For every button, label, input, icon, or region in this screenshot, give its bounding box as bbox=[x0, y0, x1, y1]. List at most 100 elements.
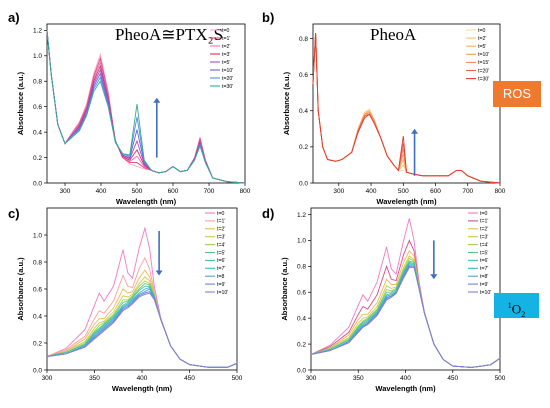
trend-arrow-head bbox=[153, 97, 161, 103]
legend-entry: t=2' bbox=[478, 36, 486, 42]
series-line-c-10 bbox=[46, 292, 238, 368]
ros-badge: ROS bbox=[493, 81, 541, 107]
x-tick-label: 300 bbox=[306, 375, 317, 382]
x-tick-label: 350 bbox=[89, 375, 100, 382]
x-tick-label: 600 bbox=[430, 188, 441, 195]
trend-arrow-head bbox=[155, 270, 163, 276]
legend-entry: t=5' bbox=[222, 60, 230, 66]
plot-frame-b bbox=[312, 23, 501, 184]
y-tick-label: 0.2 bbox=[299, 144, 308, 151]
y-tick-label: 0.0 bbox=[299, 180, 308, 187]
series-line-d-10 bbox=[310, 267, 501, 368]
panel-label-d: d) bbox=[262, 206, 274, 221]
y-tick-label: 0.0 bbox=[297, 367, 306, 374]
legend-entry: t=20' bbox=[222, 76, 233, 82]
x-tick-label: 300 bbox=[42, 375, 53, 382]
legend-entry: t=2' bbox=[217, 227, 225, 233]
y-tick-label: 0.0 bbox=[33, 367, 42, 374]
singlet-oxygen-symbol: O bbox=[511, 301, 522, 317]
y-tick-label: 0.6 bbox=[299, 72, 308, 79]
legend-entry: t=6' bbox=[217, 258, 225, 264]
series-line-c-3 bbox=[46, 276, 238, 368]
x-tick-label: 400 bbox=[400, 375, 411, 382]
y-tick-label: 1.0 bbox=[33, 232, 42, 239]
series-line-c-9 bbox=[46, 291, 238, 368]
panel-b-chart: b) PheoA 300 400 500 600 700 800 0.0 0.2 0.4 0.6 0.8… bbox=[262, 10, 506, 206]
x-tick-label: 500 bbox=[398, 188, 409, 195]
legend-entry: t=9' bbox=[217, 282, 225, 288]
x-tick-label: 300 bbox=[333, 188, 344, 195]
legend-entry: t=0 bbox=[478, 28, 485, 34]
singlet-oxygen-subscript: 2 bbox=[521, 309, 526, 319]
x-tick-label: 450 bbox=[184, 375, 195, 382]
legend-entry: t=3' bbox=[480, 235, 488, 241]
series-line-c-6 bbox=[46, 285, 238, 368]
y-tick-label: 0.2 bbox=[33, 155, 42, 162]
legend-entry: t=20' bbox=[478, 68, 489, 74]
y-tick-label: 0.8 bbox=[299, 36, 308, 43]
series-line-c-7 bbox=[46, 287, 238, 368]
legend-entry: t=5' bbox=[480, 250, 488, 256]
legend-entry: t=2' bbox=[222, 44, 230, 50]
series-line-c-8 bbox=[46, 288, 238, 368]
trend-arrow-head bbox=[411, 128, 419, 134]
x-tick-label: 400 bbox=[137, 375, 148, 382]
legend-entry: t=7' bbox=[480, 266, 488, 272]
series-line-a-7 bbox=[46, 30, 246, 184]
legend-entry: t=0 bbox=[217, 211, 224, 217]
x-axis-label: Wavelength (nm) bbox=[116, 197, 177, 206]
x-tick-label: 800 bbox=[240, 188, 251, 195]
legend-entry: t=9' bbox=[480, 282, 488, 288]
x-tick-label: 500 bbox=[495, 375, 506, 382]
legend-entry: t=2' bbox=[480, 227, 488, 233]
legend-entry: t=3' bbox=[222, 52, 230, 58]
series-line-d-5 bbox=[310, 260, 501, 368]
legend-entry: t=10' bbox=[217, 290, 228, 296]
singlet-oxygen-badge: 1O2 bbox=[494, 293, 539, 319]
series-line-a-5 bbox=[46, 30, 246, 184]
panel-label-c: c) bbox=[8, 206, 20, 221]
x-tick-label: 350 bbox=[353, 375, 364, 382]
x-tick-label: 500 bbox=[232, 375, 243, 382]
y-tick-label: 0.8 bbox=[33, 79, 42, 86]
series-line-b-3 bbox=[312, 32, 501, 184]
y-axis-label: Absorbance (a.u.) bbox=[16, 71, 25, 135]
y-tick-label: 0.4 bbox=[33, 313, 42, 320]
series-line-b-4 bbox=[312, 32, 501, 184]
y-tick-label: 0.4 bbox=[33, 129, 42, 136]
legend-entry: t=7' bbox=[217, 266, 225, 272]
legend-entry: t=30' bbox=[478, 76, 489, 82]
legend-entry: t=8' bbox=[480, 274, 488, 280]
series-line-a-4 bbox=[46, 30, 246, 184]
y-tick-label: 0.4 bbox=[297, 315, 306, 322]
x-tick-label: 700 bbox=[462, 188, 473, 195]
panel-label-b: b) bbox=[262, 10, 274, 25]
y-tick-label: 0.0 bbox=[33, 180, 42, 187]
legend-entry: t=0 bbox=[480, 211, 487, 217]
x-axis-label: Wavelength (nm) bbox=[375, 384, 436, 393]
y-tick-label: 0.6 bbox=[297, 290, 306, 297]
x-tick-label: 500 bbox=[132, 188, 143, 195]
y-axis-label: Absorbance (a.u.) bbox=[16, 257, 25, 321]
legend-entry: t=1' bbox=[222, 36, 230, 42]
legend-entry: t=15' bbox=[478, 60, 489, 66]
legend-entry: t=1' bbox=[480, 219, 488, 225]
y-tick-label: 0.8 bbox=[33, 259, 42, 266]
x-tick-label: 700 bbox=[204, 188, 215, 195]
y-axis-label: Absorbance (a.u.) bbox=[280, 257, 289, 321]
legend-entry: t=8 bbox=[217, 274, 224, 280]
series-line-b-2 bbox=[312, 32, 501, 184]
legend-entry: t=10' bbox=[222, 68, 233, 74]
y-tick-label: 0.6 bbox=[33, 104, 42, 111]
legend-entry: t=0 bbox=[222, 28, 229, 34]
y-tick-label: 0.6 bbox=[33, 286, 42, 293]
x-tick-label: 400 bbox=[96, 188, 107, 195]
legend-entry: t=30' bbox=[222, 84, 233, 90]
y-axis-label: Absorbance (a.u.) bbox=[282, 71, 291, 135]
series-line-d-8 bbox=[310, 264, 501, 368]
y-tick-label: 0.8 bbox=[297, 264, 306, 271]
y-tick-label: 1.2 bbox=[33, 28, 42, 35]
x-axis-label: Wavelength (nm) bbox=[376, 197, 437, 206]
panel-a-chart: a) PheoA≅PTX₂S 300 400 500 600 700 800 0.0 0.2 0.4… bbox=[8, 10, 251, 206]
series-line-c-4 bbox=[46, 280, 238, 368]
